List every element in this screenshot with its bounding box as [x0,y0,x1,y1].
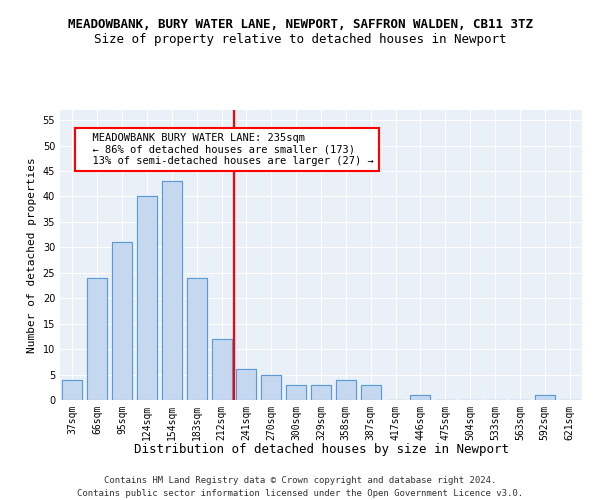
Bar [236,370,256,400]
Bar [137,196,157,400]
Bar [212,339,232,400]
Bar [262,374,281,400]
Bar [311,384,331,400]
Bar [112,242,132,400]
Bar [336,380,356,400]
Bar [62,380,82,400]
Bar [62,380,82,400]
Bar [112,242,132,400]
Text: Contains HM Land Registry data © Crown copyright and database right 2024.
Contai: Contains HM Land Registry data © Crown c… [77,476,523,498]
Bar [410,395,430,400]
Bar [212,339,232,400]
Y-axis label: Number of detached properties: Number of detached properties [27,157,37,353]
Bar [361,384,380,400]
Text: Size of property relative to detached houses in Newport: Size of property relative to detached ho… [94,32,506,46]
Bar [535,395,554,400]
Bar [262,374,281,400]
Text: Distribution of detached houses by size in Newport: Distribution of detached houses by size … [133,442,509,456]
Bar [336,380,356,400]
Bar [162,181,182,400]
Bar [535,395,554,400]
Bar [162,181,182,400]
Text: MEADOWBANK BURY WATER LANE: 235sqm
  ← 86% of detached houses are smaller (173)
: MEADOWBANK BURY WATER LANE: 235sqm ← 86%… [80,133,374,166]
Text: MEADOWBANK, BURY WATER LANE, NEWPORT, SAFFRON WALDEN, CB11 3TZ: MEADOWBANK, BURY WATER LANE, NEWPORT, SA… [67,18,533,30]
Bar [361,384,380,400]
Bar [187,278,206,400]
Bar [137,196,157,400]
Bar [410,395,430,400]
Bar [236,370,256,400]
Bar [88,278,107,400]
Bar [187,278,206,400]
Bar [311,384,331,400]
Bar [88,278,107,400]
Bar [286,384,306,400]
Bar [286,384,306,400]
